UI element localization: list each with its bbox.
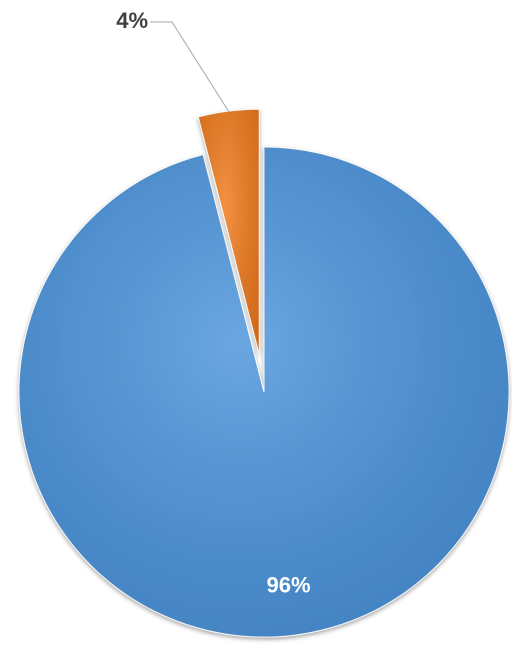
- data-label: 4%: [116, 8, 148, 33]
- slice-shade: [18, 147, 509, 637]
- slice-shade: [198, 109, 260, 355]
- slice-group: [18, 146, 510, 638]
- slice-group: [197, 108, 260, 355]
- data-label: 96%: [267, 572, 311, 597]
- leader-line: [150, 21, 229, 112]
